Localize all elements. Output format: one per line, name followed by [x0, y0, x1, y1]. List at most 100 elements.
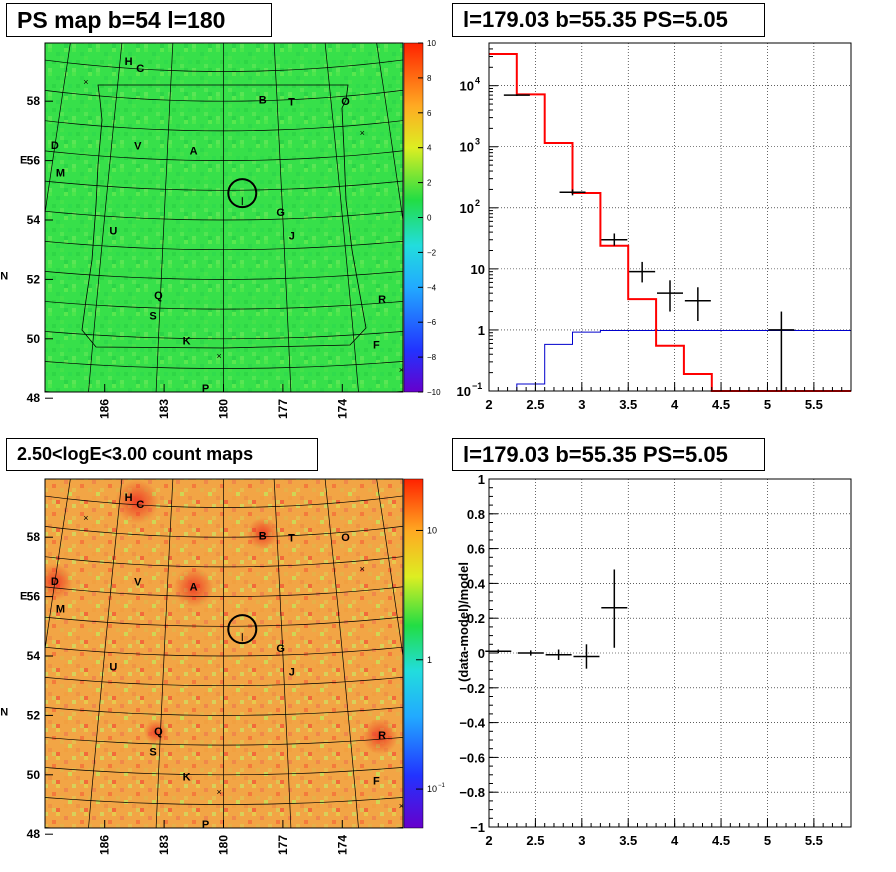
source-label-T: T	[288, 533, 295, 545]
residual-y-tick-label: −0.4	[459, 716, 485, 731]
lat-tick-label: 56	[27, 590, 41, 604]
colorbar-tick-label: 0	[427, 214, 432, 223]
source-label-A: A	[190, 145, 198, 157]
longitude-line	[45, 43, 71, 216]
residual-title: l=179.03 b=55.35 PS=5.05	[452, 438, 765, 471]
source-label-H: H	[125, 492, 133, 504]
lon-tick-label: 183	[157, 399, 171, 419]
source-label-T: T	[288, 97, 295, 109]
residual-y-tick-label: 0.4	[467, 576, 486, 591]
source-label-R: R	[378, 294, 386, 306]
source-label-V: V	[134, 140, 142, 152]
spectrum-x-tick-label: 3	[578, 397, 585, 412]
residual-x-tick-label: 2.5	[526, 833, 544, 848]
hotspot	[173, 567, 214, 608]
ps-map-axes: 48 50 52 54 56 58 186 183 180 177 174	[27, 94, 350, 419]
source-label-F: F	[373, 339, 380, 351]
spectrum-series	[489, 53, 852, 392]
source-label-U: U	[109, 225, 117, 237]
spectrum-x-tick-label: 5.5	[805, 397, 823, 412]
residual-x-tick-label: 4.5	[712, 833, 730, 848]
source-label-B: B	[259, 531, 267, 543]
ps-circle-marker	[227, 614, 258, 645]
spectrum-title: l=179.03 b=55.35 PS=5.05	[452, 3, 765, 37]
spectrum-x-tick-label: 2	[485, 397, 492, 412]
spectrum-x-tick-label: 4.5	[712, 397, 730, 412]
hotspot	[362, 718, 399, 755]
residual-y-tick-label: −0.2	[459, 681, 485, 696]
count-map-hotspots	[45, 479, 399, 755]
lat-tick-label: 48	[27, 827, 41, 841]
spectrum-y-tick-exponent: 2	[475, 198, 480, 208]
residual-panel: 2 2.5 3 3.5 4 4.5 5 5.5 1 0.8 0.6 0.4 0.2 0 −0.2 −0.4 −0…	[456, 472, 852, 848]
residual-y-tick-label: 1	[478, 472, 485, 487]
spectrum-x-tick-label: 2.5	[526, 397, 544, 412]
x-marker: ×	[360, 564, 365, 574]
source-label-D: D	[51, 576, 59, 588]
source-label-R: R	[378, 730, 386, 742]
source-label-G: G	[276, 207, 285, 219]
residual-x-tick-label: 3	[578, 833, 585, 848]
hotspot	[115, 479, 160, 524]
lon-tick-label: 174	[335, 399, 349, 419]
colorbar-gradient	[403, 478, 424, 829]
source-label-U: U	[109, 661, 117, 673]
residual-y-tick-label: 0	[478, 646, 485, 661]
source-label-N: N	[0, 706, 8, 718]
longitude-line	[155, 479, 174, 828]
hotspot	[144, 720, 169, 745]
residual-series	[485, 569, 628, 669]
longitude-line	[376, 43, 403, 223]
colorbar-tick-label: 6	[427, 109, 432, 118]
x-marker: ×	[83, 513, 88, 523]
residual-y-tick-label: −1	[470, 820, 485, 835]
lon-tick-label: 177	[276, 835, 290, 855]
lat-tick-label: 54	[27, 649, 41, 663]
residual-y-tick-label: 0.8	[467, 507, 485, 522]
residual-x-tick-label: 2	[485, 833, 492, 848]
spectrum-y-tick-label: 10	[460, 140, 474, 155]
source-label-N: N	[0, 270, 8, 282]
background-model-line	[516, 329, 852, 392]
source-label-O: O	[341, 532, 350, 544]
source-label-P: P	[202, 383, 209, 395]
source-label-C: C	[136, 63, 144, 75]
source-label-Q: Q	[154, 290, 163, 302]
lon-tick-label: 180	[217, 399, 231, 419]
source-label-F: F	[373, 775, 380, 787]
colorbar-tick-label: −10	[427, 388, 441, 397]
source-label-S: S	[149, 747, 156, 759]
source-label-E: E	[20, 591, 27, 603]
count-map-source-labels: HC B T O D V A E M G U J N QS R K F P	[0, 492, 386, 831]
source-label-K: K	[183, 771, 191, 783]
lon-tick-label: 177	[276, 399, 290, 419]
ps-map-markers: × × × ×	[83, 77, 404, 375]
lat-tick-label: 50	[27, 768, 41, 782]
lon-tick-label: 180	[217, 835, 231, 855]
lon-tick-label: 183	[157, 835, 171, 855]
colorbar-tick-label: −6	[427, 318, 437, 327]
residual-y-tick-label: −0.8	[459, 785, 485, 800]
lat-tick-label: 58	[27, 530, 41, 544]
source-label-J: J	[289, 666, 295, 678]
spectrum-y-tick-label: 1	[478, 323, 485, 338]
spectrum-x-tick-label: 4	[671, 397, 679, 412]
colorbar-tick-label: 8	[427, 74, 432, 83]
residual-y-axis-label: (data-model)/model	[456, 562, 471, 682]
colorbar-tick-label: 2	[427, 179, 432, 188]
spectrum-y-tick-exponent: −1	[472, 381, 482, 391]
ps-circle-marker	[227, 178, 258, 209]
longitude-line	[324, 479, 359, 828]
lat-tick-label: 58	[27, 94, 41, 108]
longitude-line	[273, 479, 292, 828]
lon-tick-label: 174	[335, 835, 349, 855]
count-map-coordinate-grid	[45, 479, 403, 828]
spectrum-x-tick-label: 5	[764, 397, 771, 412]
residual-axes: 2 2.5 3 3.5 4 4.5 5 5.5 1 0.8 0.6 0.4 0.2 0 −0.2 −0.4 −0…	[459, 472, 852, 848]
colorbar-tick-label: 10	[427, 39, 436, 48]
longitude-line	[376, 479, 403, 659]
